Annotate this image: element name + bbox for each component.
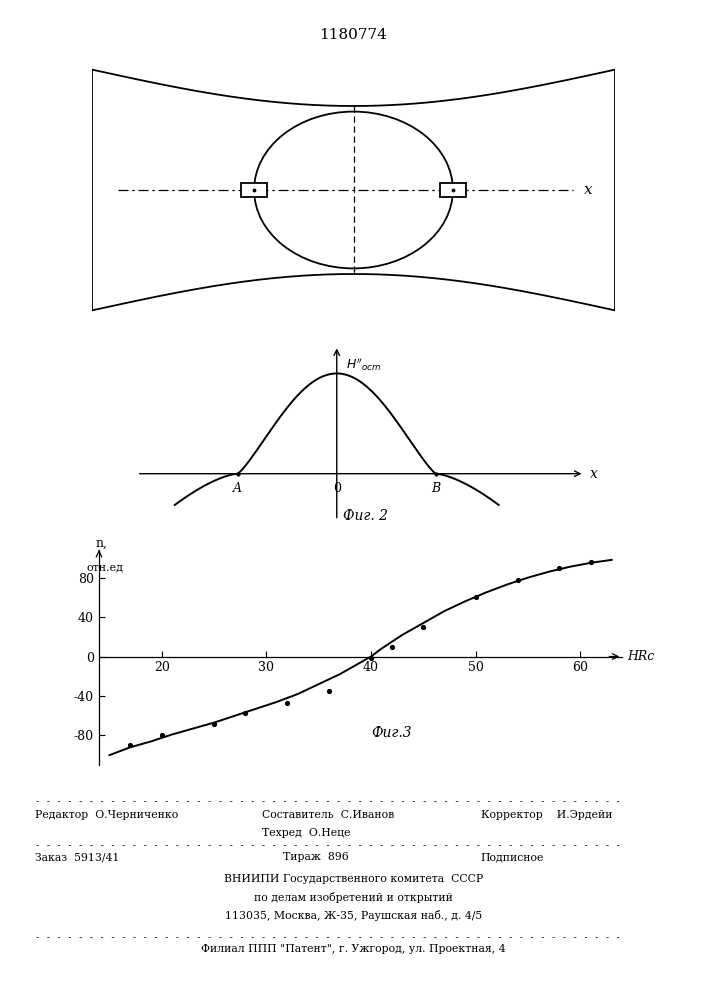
Text: Фиг.3: Фиг.3 xyxy=(371,726,411,740)
Text: B: B xyxy=(431,482,440,495)
Text: $H''_{ocm}$: $H''_{ocm}$ xyxy=(346,357,382,373)
Bar xyxy=(241,183,267,197)
Text: Составитель  С.Иванов: Составитель С.Иванов xyxy=(262,810,394,820)
Text: 113035, Москва, Ж-35, Раушская наб., д. 4/5: 113035, Москва, Ж-35, Раушская наб., д. … xyxy=(225,910,482,921)
Text: HRc: HRc xyxy=(627,650,655,663)
Text: Фиг. 2: Фиг. 2 xyxy=(343,509,388,523)
Text: Тираж  896: Тираж 896 xyxy=(283,852,349,862)
Text: ВНИИПИ Государственного комитета  СССР: ВНИИПИ Государственного комитета СССР xyxy=(224,874,483,884)
Text: по делам изобретений и открытий: по делам изобретений и открытий xyxy=(254,892,453,903)
Text: Подписное: Подписное xyxy=(481,852,544,862)
Text: отн.ед: отн.ед xyxy=(86,563,124,573)
Text: A: A xyxy=(233,482,243,495)
Text: Филиал ППП "Патент", г. Ужгород, ул. Проектная, 4: Филиал ППП "Патент", г. Ужгород, ул. Про… xyxy=(201,944,506,954)
Text: Техред  О.Неце: Техред О.Неце xyxy=(262,828,350,838)
Text: - - - - - - - - - - - - - - - - - - - - - - - - - - - - - - - - - - - - - - - - : - - - - - - - - - - - - - - - - - - - - … xyxy=(35,840,626,850)
Text: 0: 0 xyxy=(333,482,341,495)
Text: x: x xyxy=(584,183,592,197)
Text: 1180774: 1180774 xyxy=(320,28,387,42)
Text: Редактор  О.Черниченко: Редактор О.Черниченко xyxy=(35,810,179,820)
Text: n,: n, xyxy=(96,537,107,550)
Text: - - - - - - - - - - - - - - - - - - - - - - - - - - - - - - - - - - - - - - - - : - - - - - - - - - - - - - - - - - - - - … xyxy=(35,798,626,806)
Bar xyxy=(440,183,466,197)
Text: x: x xyxy=(590,467,598,481)
Text: Заказ  5913/41: Заказ 5913/41 xyxy=(35,852,119,862)
Text: - - - - - - - - - - - - - - - - - - - - - - - - - - - - - - - - - - - - - - - - : - - - - - - - - - - - - - - - - - - - - … xyxy=(35,932,626,942)
Text: Корректор    И.Эрдейи: Корректор И.Эрдейи xyxy=(481,810,612,820)
